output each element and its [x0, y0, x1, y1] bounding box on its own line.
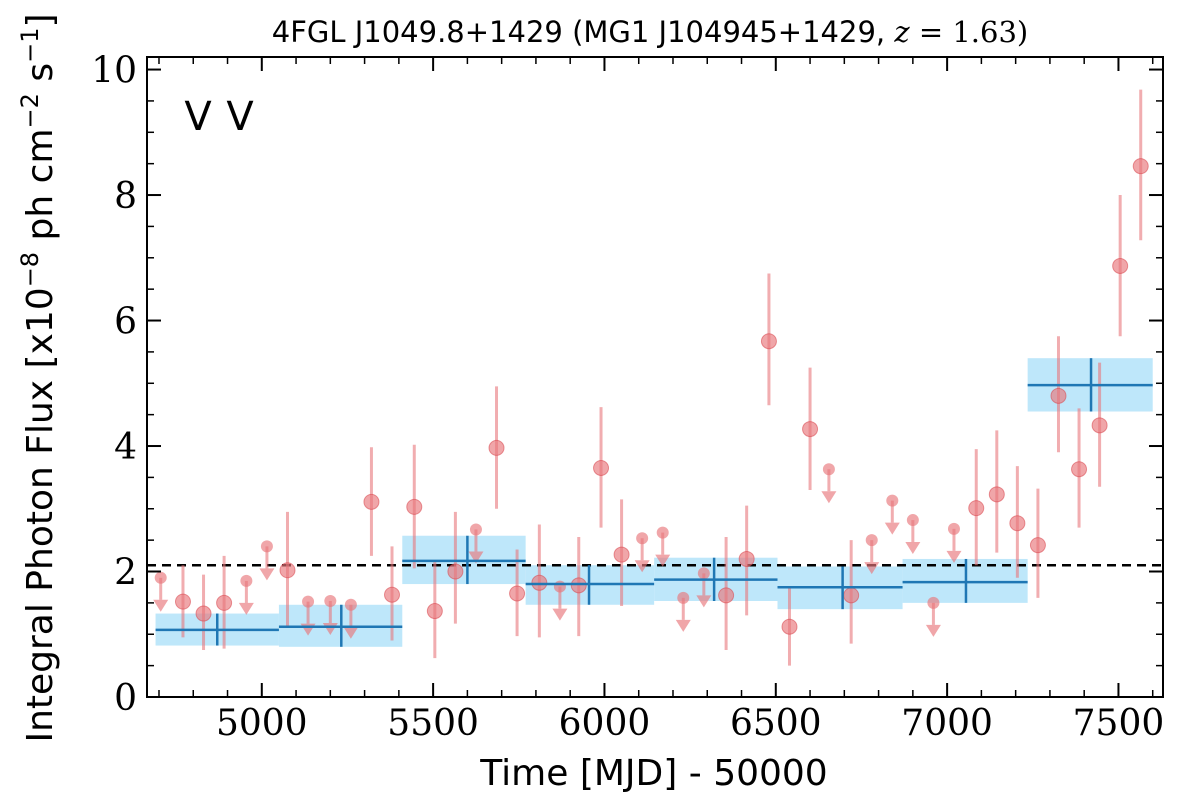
upper-limit-arrow: [259, 568, 275, 581]
data-point: [781, 618, 798, 635]
data-point: [843, 587, 860, 604]
plot-axes: [146, 56, 1164, 698]
data-point: [802, 421, 819, 438]
title-main: 4FGL J1049.8+1429 (MG1 J104945+1429,: [272, 15, 895, 49]
upper-limit-arrow: [925, 624, 941, 637]
data-point: [738, 550, 755, 567]
axis-ticks: 5000 5500 6000 6500 7000 7500 0 2 4 6 8 10: [91, 51, 1164, 744]
data-point: [195, 605, 212, 622]
data-point: [718, 587, 735, 604]
data-point: [1091, 417, 1108, 434]
x-tick-label: 7000: [901, 703, 993, 744]
y-axis-label: Integral Photon Flux [x10−8 ph cm−2 s−1]: [16, 13, 61, 742]
data-point: [426, 603, 443, 620]
upper-limit-arrow: [238, 602, 254, 615]
data-point: [363, 493, 380, 510]
y-label-mid-2: s: [20, 63, 61, 93]
legend-marker-points: V: [226, 94, 254, 140]
upper-limit-arrow: [655, 554, 671, 567]
data-point: [216, 594, 233, 611]
data-point: [406, 498, 423, 515]
data-point: [1132, 158, 1149, 175]
data-point: [509, 585, 526, 602]
y-tick-label: 2: [114, 553, 137, 594]
y-tick-label: 8: [114, 176, 137, 217]
x-tick-label: 7500: [1073, 703, 1165, 744]
upper-limit-arrow: [343, 626, 359, 639]
data-point: [968, 500, 985, 517]
data-point: [1112, 257, 1129, 274]
data-point: [988, 486, 1005, 503]
upper-limit-arrow: [946, 550, 962, 563]
title-z-value: = 1.63): [910, 15, 1029, 49]
data-point: [760, 333, 777, 350]
upper-limit-arrow: [696, 595, 712, 608]
y-label-exp-1: −8: [16, 252, 44, 287]
upper-limit-arrow: [634, 560, 650, 573]
data-point: [384, 586, 401, 603]
title-z-variable: z: [893, 15, 910, 49]
x-tick-label: 5000: [216, 703, 308, 744]
data-point: [570, 577, 587, 594]
data-point: [1029, 537, 1046, 554]
data-point: [613, 546, 630, 563]
upper-limit-arrow: [905, 542, 921, 555]
data-point: [447, 563, 464, 580]
legend: V V: [184, 94, 254, 140]
y-tick-label: 6: [114, 302, 137, 343]
data-point: [174, 593, 191, 610]
y-label-suffix: ]: [20, 13, 61, 27]
data-point: [1071, 461, 1088, 478]
upper-limit-arrow: [884, 522, 900, 535]
data-point: [1009, 515, 1026, 532]
upper-limit-arrow: [468, 551, 484, 564]
single-points: [153, 89, 1149, 666]
plot-frame: [146, 56, 1164, 698]
upper-limit-arrow: [675, 619, 691, 632]
upper-limit-arrow: [864, 562, 880, 575]
y-label-exp-2: −2: [16, 93, 44, 128]
y-tick-label: 0: [114, 678, 137, 719]
x-tick-label: 6000: [559, 703, 651, 744]
binned-series: [155, 358, 1153, 647]
x-tick-label: 5500: [387, 703, 479, 744]
y-label-mid: ph cm: [20, 128, 61, 251]
y-tick-label: 4: [114, 427, 137, 468]
data-point: [531, 574, 548, 591]
x-axis-label: Time [MJD] - 50000: [479, 753, 827, 794]
data-point: [1050, 387, 1067, 404]
y-label-exp-3: −1: [16, 28, 44, 63]
y-label-prefix: Integral Photon Flux [x10: [20, 287, 61, 742]
data-point: [488, 439, 505, 456]
legend-marker-binned: V: [184, 94, 212, 140]
upper-limit-arrow: [153, 599, 169, 612]
x-tick-label: 6500: [730, 703, 822, 744]
data-point: [279, 562, 296, 579]
data-point: [593, 459, 610, 476]
chart-title: 4FGL J1049.8+1429 (MG1 J104945+1429, z =…: [272, 15, 1029, 49]
y-tick-label: 10: [91, 51, 137, 92]
upper-limit-arrow: [552, 608, 568, 621]
upper-limit-arrow: [821, 491, 837, 504]
